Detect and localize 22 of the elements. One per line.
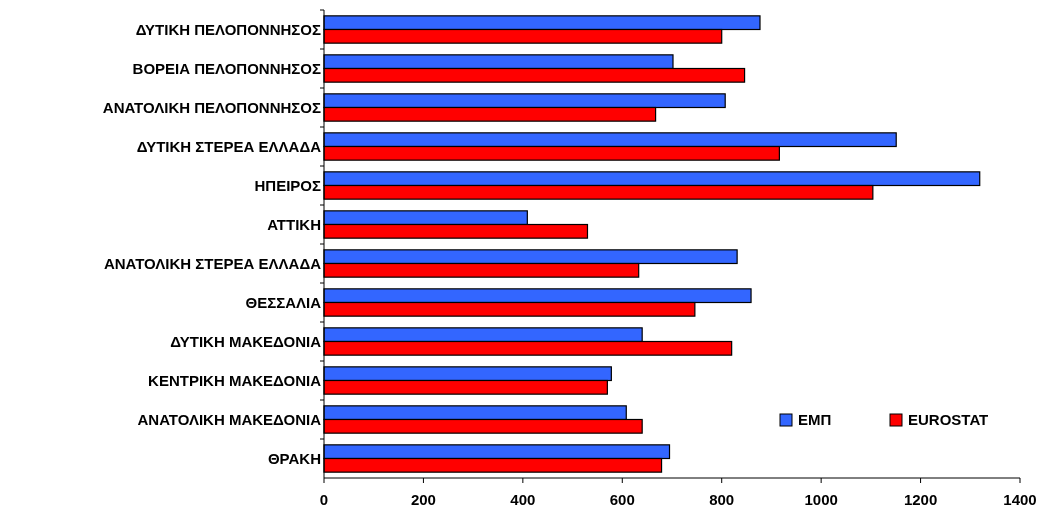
legend-label: EUROSTAT [908,411,989,429]
y-tick-label: ΔΥΤΙΚΗ ΠΕΛΟΠΟΝΝΗΣΟΣ [135,20,321,38]
x-tick-label: 1200 [903,491,938,509]
legend-label: ΕΜΠ [798,411,832,429]
y-tick-label: ΘΡΑΚΗ [267,449,321,467]
y-tick-label: ΒΟΡΕΙΑ ΠΕΛΟΠΟΝΝΗΣΟΣ [132,59,321,77]
x-tick-label: 400 [510,491,536,509]
x-tick-label: 1400 [1003,491,1037,509]
y-tick-label: ΑΤΤΙΚΗ [267,215,321,233]
y-tick-label: ΚΕΝΤΡΙΚΗ ΜΑΚΕΔΟΝΙΑ [148,371,322,389]
x-tick-label: 0 [319,491,329,509]
y-tick-label: ΑΝΑΤΟΛΙΚΗ ΜΑΚΕΔΟΝΙΑ [137,410,322,428]
y-tick-label: ΘΕΣΣΑΛΙΑ [245,293,322,311]
y-tick-label: ΑΝΑΤΟΛΙΚΗ ΣΤΕΡΕΑ ΕΛΛΑΔΑ [103,254,322,272]
x-tick-label: 600 [609,491,635,509]
x-tick-label: 800 [709,491,735,509]
y-tick-label: ΔΥΤΙΚΗ ΜΑΚΕΔΟΝΙΑ [170,332,322,350]
y-tick-label: ΔΥΤΙΚΗ ΣΤΕΡΕΑ ΕΛΛΑΔΑ [136,137,322,155]
y-tick-label: ΗΠΕΙΡΟΣ [254,176,321,194]
x-tick-label: 200 [410,491,436,509]
y-tick-label: ΑΝΑΤΟΛΙΚΗ ΠΕΛΟΠΟΝΝΗΣΟΣ [102,98,321,116]
x-tick-label: 1000 [804,491,838,509]
